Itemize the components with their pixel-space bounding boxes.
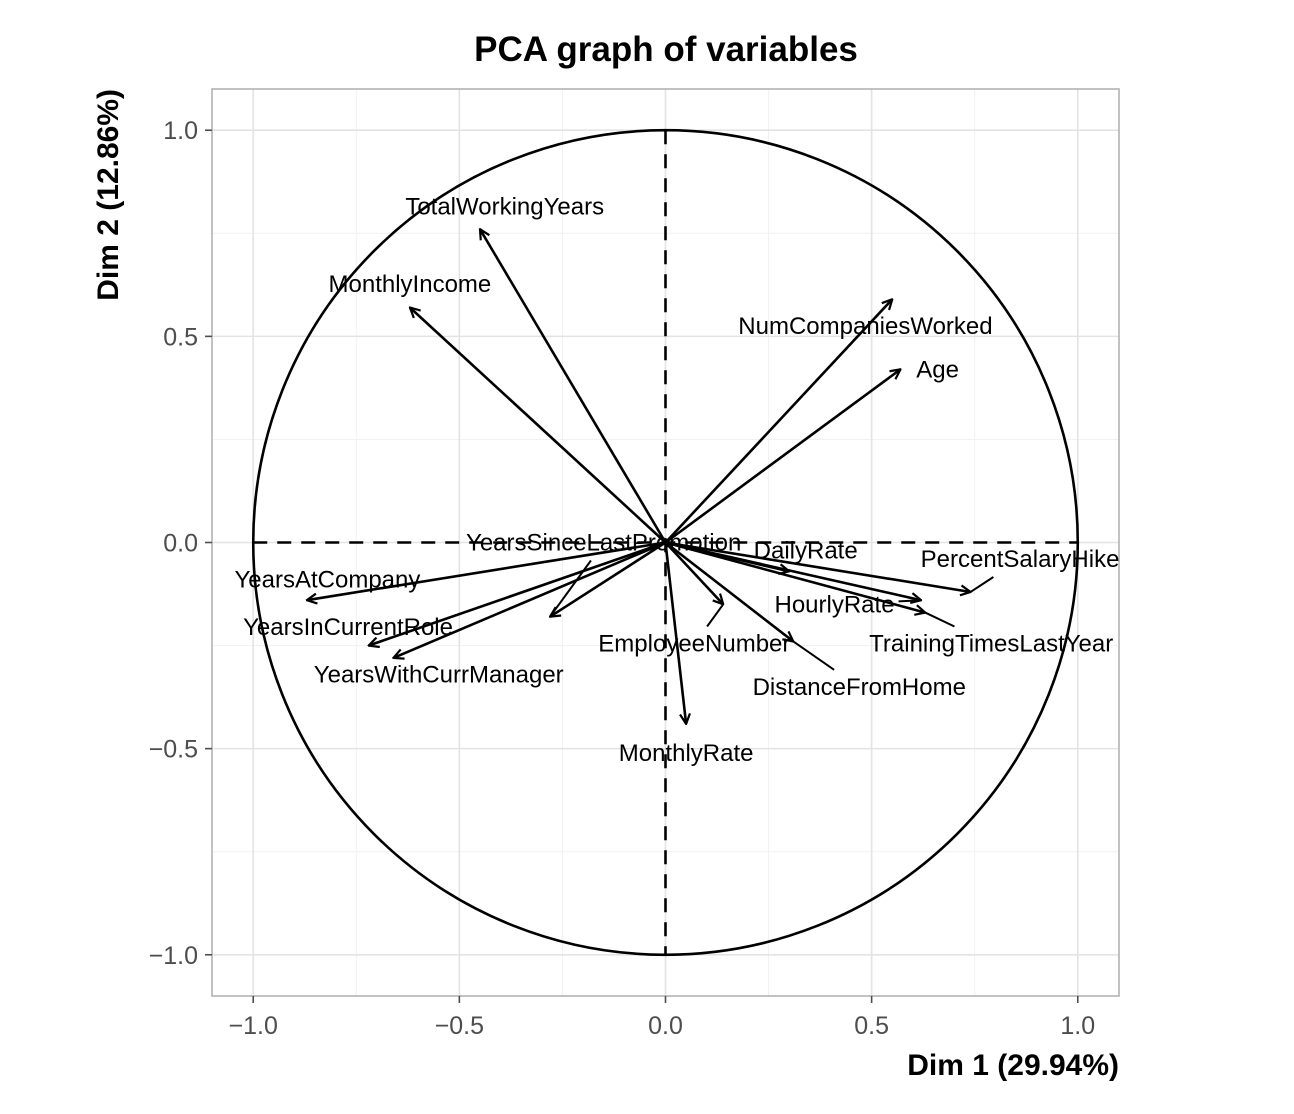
arrow-yearssincelastpromotion (550, 541, 667, 617)
y-tick-label: −1.0 (149, 942, 198, 970)
x-tick-label: −0.5 (435, 1012, 484, 1040)
leader-employeenumber (706, 603, 725, 628)
label-numcompaniesworked: NumCompaniesWorked (738, 313, 992, 340)
arrow-monthlyrate (664, 542, 687, 724)
chart-title: PCA graph of variables (474, 30, 858, 69)
correlation-circle-layer (251, 128, 1080, 957)
y-tick-label: 1.0 (163, 117, 198, 145)
x-axis-ticks: −1.0 −0.5 0.0 0.5 1.0 (229, 996, 1095, 1040)
arrow-yearsincurrentrole (369, 541, 666, 646)
arrow-distancefromhome (664, 541, 794, 642)
leader-percentsalaryhike (970, 576, 994, 593)
label-monthlyrate: MonthlyRate (619, 740, 754, 767)
label-dailyrate: DailyRate (754, 538, 858, 565)
label-yearsatcompany: YearsAtCompany (234, 567, 420, 594)
arrow-numcompaniesworked (664, 299, 893, 544)
y-axis-title: Dim 2 (12.86%) (92, 89, 125, 301)
label-hourlyrate: HourlyRate (775, 591, 895, 618)
arrow-monthlyincome (410, 308, 667, 544)
y-tick-label: −0.5 (149, 736, 198, 764)
y-axis-ticks: 1.0 0.5 0.0 −0.5 −1.0 (149, 117, 212, 970)
arrow-trainingtimeslastyear (665, 541, 926, 613)
label-employeenumber: EmployeeNumber (598, 631, 790, 658)
arrow-employeenumber (664, 541, 724, 605)
label-totalworkingyears: TotalWorkingYears (405, 193, 604, 220)
variable-labels: TotalWorkingYears MonthlyIncome NumCompani… (234, 193, 1119, 766)
leader-trainingtimeslastyear (924, 611, 955, 628)
leader-distancefromhome (792, 640, 835, 671)
variable-arrows (307, 229, 971, 724)
arrow-yearsatcompany (307, 541, 666, 601)
label-percentsalaryhike: PercentSalaryHike (921, 546, 1120, 573)
arrow-yearswithcurrmanager (393, 541, 667, 658)
label-trainingtimeslastyear: TrainingTimesLastYear (869, 631, 1113, 658)
arrow-hourlyrate (665, 541, 922, 601)
label-monthlyincome: MonthlyIncome (329, 271, 492, 298)
x-tick-label: 0.5 (854, 1012, 889, 1040)
arrow-percentsalaryhike (665, 541, 971, 592)
x-tick-label: 1.0 (1060, 1012, 1095, 1040)
y-tick-label: 0.5 (163, 323, 198, 351)
label-age: Age (916, 356, 959, 383)
arrow-age (664, 369, 901, 544)
x-tick-label: 0.0 (648, 1012, 683, 1040)
label-yearsincurrentrole: YearsInCurrentRole (243, 614, 453, 641)
label-distancefromhome: DistanceFromHome (753, 674, 966, 701)
x-axis-title: Dim 1 (29.94%) (907, 1049, 1119, 1082)
arrow-totalworkingyears (480, 229, 667, 544)
correlation-circle (251, 128, 1080, 957)
label-yearssincelastpromotion: YearsSinceLastPromotion (466, 530, 741, 557)
label-yearswithcurrmanager: YearsWithCurrManager (314, 661, 564, 688)
y-tick-label: 0.0 (163, 530, 198, 558)
x-tick-label: −1.0 (229, 1012, 278, 1040)
